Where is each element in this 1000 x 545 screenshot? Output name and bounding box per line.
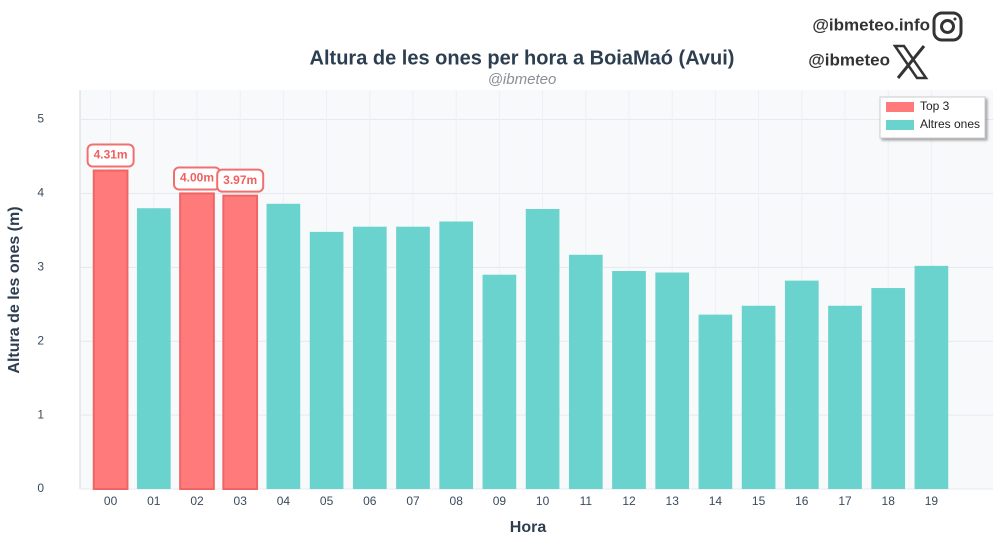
bar [222, 194, 259, 491]
value-label-box [86, 143, 135, 168]
x-tick-label: 00 [104, 494, 118, 508]
y-tick-label: 2 [37, 333, 44, 347]
y-tick-label: 1 [37, 407, 44, 421]
x-tick-label: 01 [147, 494, 161, 508]
bar [482, 274, 517, 489]
chart-title: Altura de les ones per hora a BoiaMaó (A… [310, 47, 735, 69]
instagram-icon [932, 11, 963, 42]
y-tick-label: 0 [37, 481, 44, 495]
bar [266, 203, 301, 490]
x-tick-label: 10 [536, 494, 550, 508]
x-icon [892, 44, 929, 80]
bar [741, 305, 776, 489]
bar [914, 265, 949, 489]
x-axis-label: Hora [510, 519, 547, 536]
x-tick-label: 12 [622, 494, 636, 508]
bar [612, 271, 646, 489]
bar [179, 192, 215, 490]
x-tick-label: 03 [234, 494, 248, 508]
x-tick-label: 06 [363, 494, 377, 508]
bar [828, 305, 862, 489]
x-tick-label: 14 [709, 494, 723, 508]
x-tick-label: 09 [493, 494, 507, 508]
bar [309, 231, 344, 489]
bar [655, 272, 690, 489]
bar [439, 221, 474, 489]
legend-swatch [886, 120, 914, 130]
x-tick-label: 13 [666, 494, 680, 508]
bar [136, 208, 171, 489]
x-tick-label: 17 [838, 494, 852, 508]
x-tick-label: 02 [190, 494, 204, 508]
legend-label: Top 3 [920, 99, 950, 113]
y-tick-label: 5 [37, 112, 44, 126]
legend-label: Altres ones [920, 117, 980, 131]
bar [352, 226, 387, 489]
x-tick-label: 08 [450, 494, 464, 508]
value-label: 4.00m [180, 171, 214, 185]
brand-x: @ibmeteo [808, 50, 890, 69]
value-label: 3.97m [223, 173, 257, 187]
bar [525, 208, 560, 489]
bar [871, 288, 906, 489]
x-tick-label: 05 [320, 494, 334, 508]
bar [396, 226, 430, 489]
bar [784, 280, 819, 489]
legend-swatch [886, 102, 914, 112]
x-tick-label: 15 [752, 494, 766, 508]
x-tick-label: 11 [580, 494, 593, 508]
y-tick-label: 4 [37, 186, 44, 200]
brand-instagram: @ibmeteo.info [812, 15, 930, 34]
value-label-box [216, 168, 265, 193]
bar [698, 314, 733, 489]
x-tick-label: 04 [277, 494, 291, 508]
value-label: 4.31m [94, 148, 128, 162]
bar [568, 254, 603, 489]
y-tick-label: 3 [37, 260, 44, 274]
x-tick-label: 18 [882, 494, 896, 508]
y-axis-label: Altura de les ones (m) [6, 206, 23, 373]
x-tick-label: 07 [406, 494, 420, 508]
x-tick-label: 19 [925, 494, 939, 508]
x-tick-label: 16 [795, 494, 809, 508]
chart-subtitle: @ibmeteo [488, 71, 557, 88]
bar [92, 169, 129, 491]
